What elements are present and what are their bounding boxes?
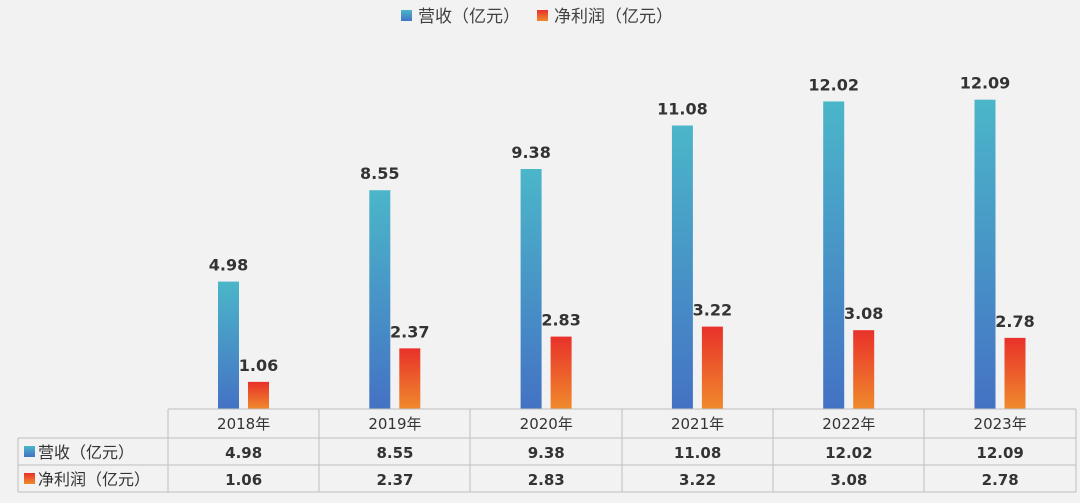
bar-revenue-4 — [823, 101, 845, 409]
table-cell-net-profit-5: 2.78 — [982, 471, 1019, 489]
bar-revenue-1 — [369, 190, 391, 409]
table-category-3: 2021年 — [671, 415, 724, 433]
value-label-revenue-1: 8.55 — [360, 164, 399, 183]
bar-net-profit-5 — [1004, 337, 1026, 409]
table-cell-net-profit-3: 3.22 — [679, 471, 716, 489]
table-category-4: 2022年 — [822, 415, 875, 433]
value-label-revenue-5: 12.09 — [960, 74, 1011, 93]
value-labels-layer: 4.98 1.06 8.55 2.37 9.38 2.83 11.08 3.22 12.02 3.… — [209, 74, 1035, 375]
legend-label-net-profit: 净利润（亿元） — [554, 7, 673, 27]
table-series-label-revenue: 营收（亿元） — [38, 443, 134, 462]
table-cell-revenue-4: 12.02 — [825, 444, 872, 462]
table-category-2: 2020年 — [520, 415, 573, 433]
value-label-revenue-3: 11.08 — [657, 100, 708, 119]
table-cell-net-profit-0: 1.06 — [225, 471, 262, 489]
data-table: 营收（亿元） 净利润（亿元） 4.98 1.06 2018年 8.55 2.37 2019… — [17, 408, 1077, 493]
legend-label-revenue: 营收（亿元） — [418, 7, 520, 27]
table-cell-net-profit-4: 3.08 — [830, 471, 867, 489]
value-label-net-profit-0: 1.06 — [239, 356, 278, 375]
table-cell-net-profit-1: 2.37 — [376, 471, 413, 489]
legend-swatch-net-profit — [537, 10, 548, 21]
table-cell-revenue-1: 8.55 — [376, 444, 413, 462]
value-label-revenue-4: 12.02 — [808, 75, 859, 94]
table-series-label-net-profit: 净利润（亿元） — [38, 470, 150, 489]
table-cell-revenue-3: 11.08 — [674, 444, 721, 462]
value-label-revenue-0: 4.98 — [209, 256, 248, 275]
value-label-net-profit-5: 2.78 — [995, 312, 1034, 331]
bar-net-profit-2 — [550, 336, 572, 409]
bar-net-profit-3 — [701, 326, 723, 409]
value-label-revenue-2: 9.38 — [511, 143, 550, 162]
value-label-net-profit-3: 3.22 — [693, 301, 732, 320]
table-cell-revenue-5: 12.09 — [976, 444, 1023, 462]
legend: 营收（亿元） 净利润（亿元） — [401, 7, 673, 27]
bar-revenue-5 — [974, 99, 996, 410]
bar-net-profit-4 — [853, 330, 875, 409]
table-category-0: 2018年 — [217, 415, 270, 433]
value-label-net-profit-2: 2.83 — [541, 311, 580, 330]
table-swatch-net-profit — [24, 473, 35, 484]
bar-net-profit-1 — [399, 348, 421, 409]
table-category-1: 2019年 — [368, 415, 421, 433]
bar-revenue-2 — [520, 169, 542, 409]
bar-net-profit-0 — [248, 381, 269, 409]
table-cell-net-profit-2: 2.83 — [528, 471, 565, 489]
value-label-net-profit-4: 3.08 — [844, 304, 883, 323]
bars-layer — [218, 99, 1026, 410]
table-cell-revenue-0: 4.98 — [225, 444, 262, 462]
bar-revenue-0 — [218, 281, 239, 409]
legend-swatch-revenue — [401, 10, 412, 21]
table-category-5: 2023年 — [974, 415, 1027, 433]
table-swatch-revenue — [24, 446, 35, 457]
value-label-net-profit-1: 2.37 — [390, 322, 429, 341]
bar-revenue-3 — [671, 125, 693, 410]
table-cell-revenue-2: 9.38 — [528, 444, 565, 462]
